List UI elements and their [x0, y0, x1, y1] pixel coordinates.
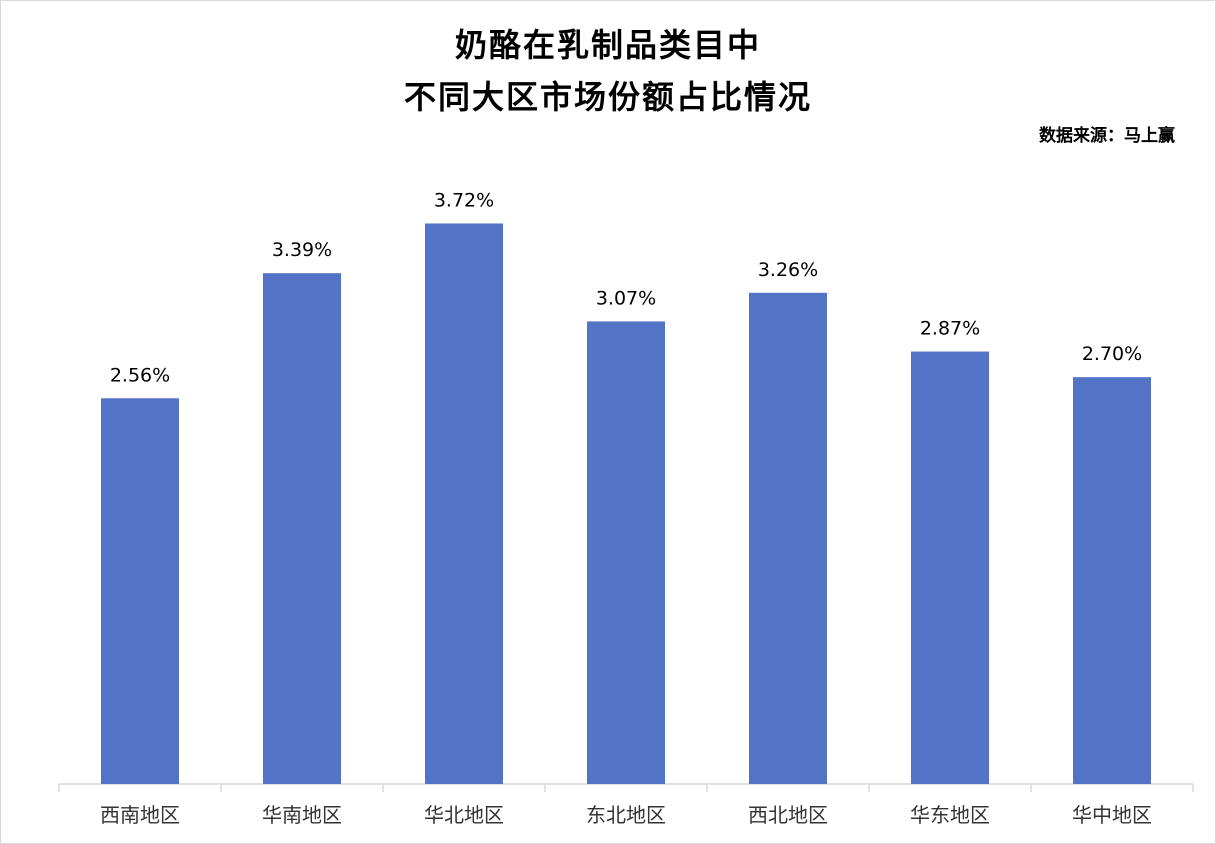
chart-title-line-1: 奶酪在乳制品类目中: [454, 26, 761, 64]
data-source-note: 数据来源：马上赢: [1039, 126, 1175, 146]
x-tick-label: 华中地区: [1072, 803, 1152, 827]
bar-value-label: 2.70%: [1082, 343, 1142, 365]
x-tick-label: 华南地区: [262, 803, 342, 827]
bar: [587, 321, 665, 784]
category-labels-group: 西南地区 华南地区 华北地区 东北地区 西北地区 华东地区 华中地区: [100, 803, 1152, 827]
x-tick-label: 西北地区: [748, 803, 828, 827]
bar: [749, 292, 827, 784]
x-axis-ticks: [58, 784, 1194, 792]
bar-value-label: 2.56%: [110, 364, 170, 386]
bar: [263, 273, 341, 784]
bar: [1073, 377, 1151, 784]
value-labels-group: 2.56% 3.39% 3.72% 3.07% 3.26% 2.87% 2.70%: [110, 189, 1142, 386]
chart-title-line-2: 不同大区市场份额占比情况: [403, 78, 812, 116]
x-tick-label: 西南地区: [100, 803, 180, 827]
chart-title: 奶酪在乳制品类目中 不同大区市场份额占比情况: [1, 19, 1215, 123]
x-tick-label: 东北地区: [586, 803, 666, 827]
bar-value-label: 3.26%: [758, 259, 818, 281]
x-tick-label: 华东地区: [910, 803, 990, 827]
bar: [425, 223, 503, 785]
bars-group: [101, 223, 1151, 785]
bar: [101, 398, 179, 784]
bar-value-label: 3.07%: [596, 287, 656, 309]
bar-value-label: 2.87%: [920, 318, 980, 340]
x-tick-label: 华北地区: [424, 803, 504, 827]
bar: [911, 351, 989, 784]
bar-value-label: 3.72%: [434, 189, 494, 211]
bar-value-label: 3.39%: [272, 239, 332, 261]
